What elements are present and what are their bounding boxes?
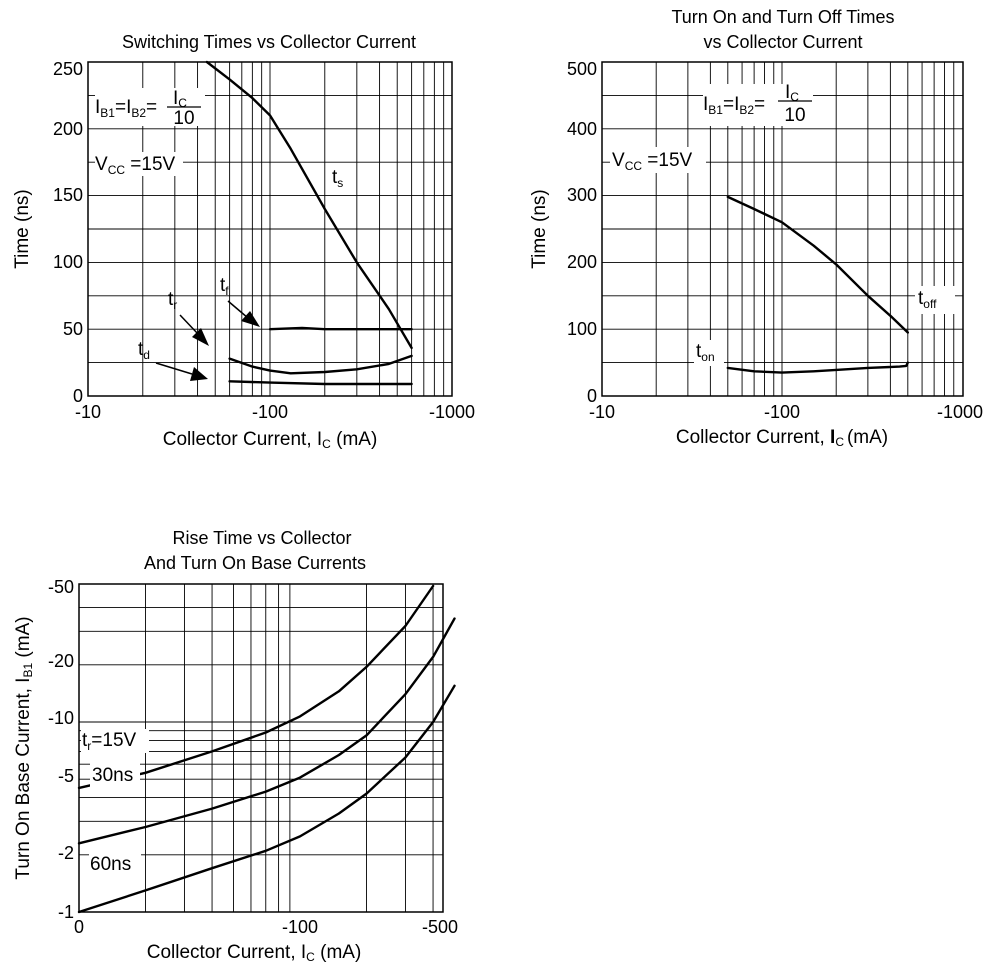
y-tick-label: 150 <box>53 185 83 205</box>
chart-rise-time: Rise Time vs Collector And Turn On Base … <box>13 528 458 964</box>
series-line-2 <box>268 326 413 331</box>
x-tick-label: -100 <box>764 402 800 422</box>
y-tick-label: 400 <box>567 119 597 139</box>
arrowhead <box>190 367 208 381</box>
series-line-3 <box>228 354 413 375</box>
arrowhead <box>192 328 209 346</box>
chart-title-line2: And Turn On Base Currents <box>144 553 366 573</box>
series-label-60ns: 60ns <box>90 854 131 875</box>
condition-ib-ratio: IB1=IB2= <box>703 94 765 117</box>
series-line-2 <box>77 617 456 845</box>
chart-title-line2: vs Collector Current <box>703 32 862 52</box>
series-line-1 <box>77 584 435 790</box>
annotation-arrow-td <box>155 362 193 375</box>
condition-label-bg <box>610 147 706 173</box>
series-label-30ns: 30ns <box>92 765 133 786</box>
x-axis-label: Collector Current, IC (mA) <box>147 942 362 964</box>
condition-ib-ratio: IB1=IB2= <box>95 97 157 120</box>
series-label-ton: ton <box>696 341 715 364</box>
arrowhead <box>241 311 260 327</box>
condition-vcc: VCC =15V <box>95 154 176 177</box>
fraction-numerator: IC <box>173 88 187 110</box>
y-tick-label: -20 <box>48 651 74 671</box>
chart-title: Turn On and Turn Off Times <box>671 7 894 27</box>
y-tick-label: 100 <box>567 319 597 339</box>
y-tick-label: 250 <box>53 59 83 79</box>
x-tick-label: -10 <box>589 402 615 422</box>
series-label-bg <box>90 763 140 787</box>
y-axis-label: Turn On Base Current, IB1 (mA) <box>13 616 35 879</box>
y-tick-label: 200 <box>567 252 597 272</box>
condition-label-bg <box>95 152 183 176</box>
plot-frame <box>601 61 964 397</box>
y-axis-label: Time (ns) <box>529 189 550 269</box>
x-tick-label: -10 <box>75 402 101 422</box>
chart-switching-times: Switching Times vs Collector Current 0 5… <box>12 32 475 451</box>
series-label-toff: toff <box>918 288 937 311</box>
series-label-tr: tr <box>168 289 177 312</box>
series-label-bg <box>89 852 141 876</box>
plot-frame <box>87 61 453 397</box>
fraction-denominator: 10 <box>784 105 805 126</box>
y-tick-label: 0 <box>73 386 83 406</box>
y-tick-label: 200 <box>53 119 83 139</box>
series-lines <box>205 60 413 386</box>
condition-tr: tr=15V <box>82 730 137 753</box>
series-label-bg <box>915 286 955 314</box>
y-tick-label: 50 <box>63 319 83 339</box>
chart-title: Rise Time vs Collector <box>172 528 351 548</box>
x-tick-label: -1000 <box>429 402 475 422</box>
y-tick-label: 500 <box>567 59 597 79</box>
x-axis-label: Collector Current, IC (mA) <box>163 429 378 451</box>
series-line-1 <box>205 60 413 350</box>
x-tick-label: -1000 <box>937 402 983 422</box>
plot-frame <box>78 583 444 913</box>
series-label-td: td <box>138 339 150 362</box>
x-tick-label: -500 <box>422 917 458 937</box>
x-axis-label: Collector Current, IC (mA) <box>676 427 888 449</box>
series-line-1 <box>726 195 909 334</box>
y-tick-label: -1 <box>58 902 74 922</box>
annotation-arrow-tr <box>179 314 199 335</box>
y-axis-label: Time (ns) <box>12 189 33 269</box>
series-lines <box>77 584 456 914</box>
y-tick-label: 300 <box>567 185 597 205</box>
annotation-arrow-tf <box>227 300 249 319</box>
y-tick-label: 0 <box>587 386 597 406</box>
series-line-4 <box>228 380 413 386</box>
x-tick-label: -100 <box>252 402 288 422</box>
series-label-tf: tf <box>220 275 229 298</box>
condition-label-bg <box>81 729 149 753</box>
x-tick-label: -100 <box>282 917 318 937</box>
plot-grid <box>88 62 452 396</box>
fraction-numerator: IC <box>785 82 799 104</box>
y-tick-label: -5 <box>58 766 74 786</box>
series-line-3 <box>77 684 456 914</box>
y-tick-label: -50 <box>48 577 74 597</box>
y-tick-label: -10 <box>48 708 74 728</box>
chart-title: Switching Times vs Collector Current <box>122 32 416 52</box>
fraction-denominator: 10 <box>173 108 194 129</box>
chart-turn-on-off-times: Turn On and Turn Off Times vs Collector … <box>529 7 983 449</box>
series-label-ts: ts <box>332 167 343 190</box>
y-tick-label: 100 <box>53 252 83 272</box>
y-tick-label: -2 <box>58 843 74 863</box>
x-tick-label: 0 <box>74 917 84 937</box>
series-label-bg <box>694 340 724 366</box>
series-lines <box>726 195 909 374</box>
condition-vcc: VCC =15V <box>612 150 693 173</box>
series-line-2 <box>726 361 909 374</box>
condition-label-bg <box>703 84 813 126</box>
